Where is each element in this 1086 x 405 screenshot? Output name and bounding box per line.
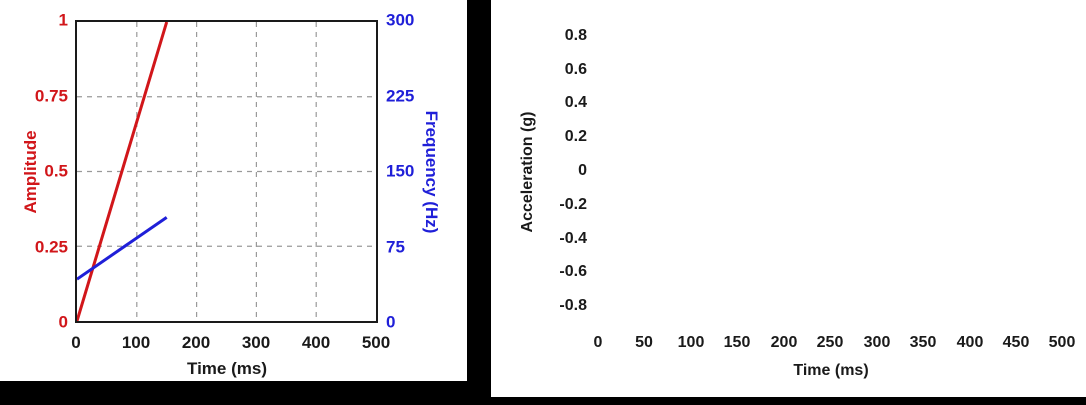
left-xtick-400: 400 — [301, 333, 331, 352]
left-xtick-500: 500 — [361, 333, 391, 352]
left-plot-area — [75, 20, 378, 323]
right-ytick-m06: -0.6 — [559, 263, 587, 280]
left-xtick-0: 0 — [71, 333, 81, 352]
right-ytick-02: 0.2 — [564, 128, 587, 145]
right-ytick-m04: -0.4 — [559, 230, 587, 247]
right-yaxis-title-acceleration: Acceleration (g) — [519, 111, 536, 233]
left-ytick-025: 0.25 — [34, 237, 68, 257]
right-chart-panel: 0.8 0.6 0.4 0.2 0 -0.2 -0.4 -0.6 -0.8 0 … — [491, 0, 1086, 397]
left-xtick-100: 100 — [121, 333, 151, 352]
left-ytick-1: 1 — [58, 10, 68, 30]
right-xtick-0: 0 — [593, 334, 603, 351]
right-xtick-300: 300 — [863, 334, 891, 351]
left-chart-panel: 1 0.75 0.5 0.25 0 300 225 150 75 0 0 100… — [0, 0, 467, 381]
right-xtick-400: 400 — [956, 334, 984, 351]
left-rytick-0: 0 — [386, 312, 396, 332]
left-rytick-75: 75 — [386, 237, 405, 257]
left-ytick-05: 0.5 — [44, 161, 68, 181]
right-ytick-m02: -0.2 — [559, 196, 587, 213]
right-ytick-m08: -0.8 — [559, 297, 587, 314]
left-ytick-075: 0.75 — [34, 86, 68, 106]
right-ytick-06: 0.6 — [564, 61, 587, 78]
left-xaxis-title-time: Time (ms) — [187, 359, 267, 378]
left-panel-bottom-band — [0, 381, 491, 405]
left-ytick-0: 0 — [58, 312, 68, 332]
right-xaxis-title-time: Time (ms) — [793, 362, 869, 379]
left-yaxis-title-amplitude: Amplitude — [21, 130, 40, 214]
left-xtick-300: 300 — [241, 333, 271, 352]
right-xtick-250: 250 — [816, 334, 844, 351]
right-xtick-200: 200 — [770, 334, 798, 351]
left-rytick-300: 300 — [386, 10, 415, 30]
right-ytick-0: 0 — [578, 162, 587, 179]
right-ytick-08: 0.8 — [564, 27, 587, 44]
right-panel-bottom-band — [491, 397, 1086, 405]
left-yaxis-title-frequency: Frequency (Hz) — [422, 110, 441, 234]
right-xtick-100: 100 — [677, 334, 705, 351]
left-plot-canvas — [77, 22, 376, 321]
left-rytick-225: 225 — [386, 86, 415, 106]
panel-divider-band — [467, 0, 491, 405]
right-xtick-50: 50 — [635, 334, 653, 351]
right-xtick-350: 350 — [909, 334, 937, 351]
right-xtick-150: 150 — [723, 334, 751, 351]
left-xtick-200: 200 — [181, 333, 211, 352]
left-rytick-150: 150 — [386, 161, 415, 181]
right-xtick-500: 500 — [1048, 334, 1076, 351]
right-xtick-450: 450 — [1002, 334, 1030, 351]
right-ytick-04: 0.4 — [564, 94, 587, 111]
